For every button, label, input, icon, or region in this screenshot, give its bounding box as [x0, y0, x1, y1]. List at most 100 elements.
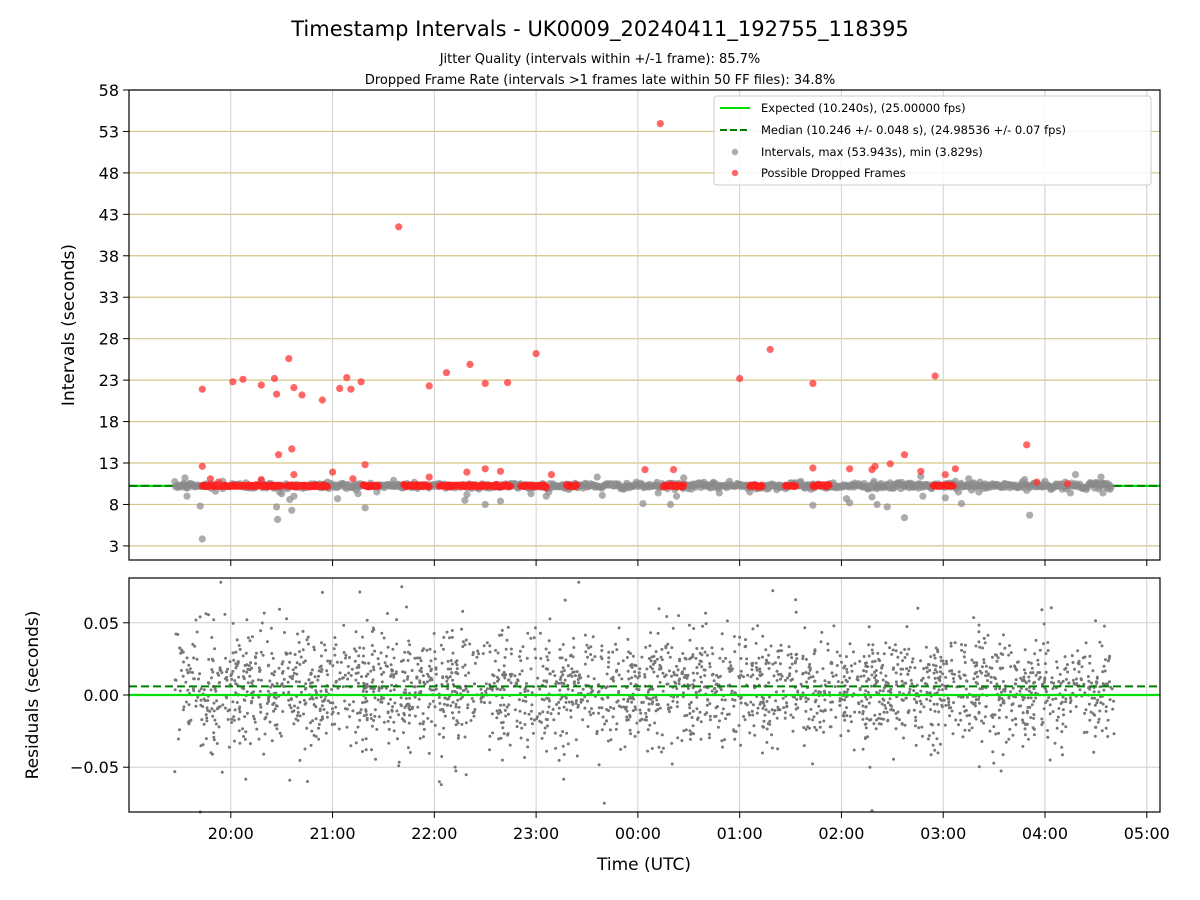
residual-point: [869, 695, 873, 699]
residual-point: [281, 710, 285, 713]
residual-point: [325, 669, 329, 673]
residual-point: [762, 719, 766, 723]
residual-point: [1102, 688, 1106, 692]
residual-point: [315, 696, 318, 700]
residual-point: [884, 641, 888, 645]
residual-point: [243, 715, 247, 719]
residual-point: [742, 715, 746, 718]
residual-point: [278, 731, 282, 735]
residual-point: [324, 648, 328, 652]
dropped-frame-point: [941, 471, 949, 479]
residual-point: [1095, 701, 1099, 705]
residual-point: [387, 727, 391, 731]
residual-point: [295, 672, 299, 676]
residual-point: [191, 642, 195, 646]
residual-point: [861, 747, 865, 751]
residual-point: [706, 698, 710, 702]
residual-point: [380, 631, 384, 635]
residual-point: [830, 671, 834, 675]
residual-point: [317, 674, 320, 678]
residual-point: [591, 635, 595, 639]
x-tick-label: 04:00: [1022, 824, 1068, 843]
residual-point: [1060, 730, 1064, 734]
residual-point: [501, 720, 505, 724]
residual-point: [557, 681, 561, 685]
residual-point: [776, 673, 780, 676]
residual-point: [418, 736, 422, 740]
residual-point: [364, 696, 368, 700]
residual-point: [874, 669, 878, 672]
residual-point: [369, 686, 373, 690]
residual-point: [808, 726, 811, 730]
residual-point: [273, 707, 277, 711]
residual-point: [1011, 702, 1015, 706]
residual-point: [794, 598, 798, 602]
residual-point: [997, 716, 1001, 720]
residual-point: [631, 709, 635, 713]
residual-point: [655, 698, 659, 702]
residual-point: [723, 738, 727, 742]
residual-point: [303, 747, 307, 751]
residual-point: [562, 669, 566, 673]
residual-point: [451, 651, 455, 655]
residual-point: [980, 665, 984, 669]
residual-point: [293, 704, 296, 708]
residual-point: [838, 654, 842, 658]
residual-point: [868, 765, 872, 769]
residual-point: [461, 609, 465, 613]
residual-point: [464, 674, 468, 677]
residual-point: [299, 690, 303, 694]
residual-point: [690, 716, 694, 719]
residual-point: [930, 723, 934, 727]
residual-point: [672, 695, 676, 699]
residual-point: [1009, 651, 1013, 655]
residual-point: [656, 674, 660, 678]
dropped-frame-point: [361, 461, 369, 469]
residual-point: [442, 710, 446, 714]
residual-point: [643, 673, 647, 676]
residual-point: [1015, 668, 1019, 672]
residual-point: [614, 642, 617, 646]
residual-point: [809, 707, 813, 711]
residual-point: [275, 727, 279, 731]
residual-point: [446, 687, 450, 691]
residual-point: [756, 624, 760, 628]
residual-point: [372, 665, 375, 669]
residual-point: [647, 657, 651, 660]
residual-point: [765, 658, 768, 662]
residual-point: [271, 656, 275, 660]
residual-point: [416, 705, 420, 709]
residual-point: [406, 675, 410, 679]
residual-point: [391, 705, 395, 709]
residual-point: [922, 705, 926, 709]
residual-point: [209, 688, 213, 692]
residual-point: [892, 757, 895, 761]
residual-point: [230, 672, 234, 676]
residual-point: [691, 724, 695, 728]
residual-point: [314, 717, 318, 721]
residual-point: [749, 700, 753, 704]
residual-point: [374, 757, 378, 761]
dropped-frame-point: [547, 471, 556, 479]
residual-point: [739, 673, 743, 677]
residual-point: [1085, 730, 1089, 734]
residual-point: [454, 769, 458, 773]
residual-point: [751, 703, 755, 707]
residual-point: [1108, 654, 1112, 658]
residual-point: [464, 721, 468, 725]
residual-point: [795, 697, 799, 701]
residual-point: [1027, 660, 1031, 664]
residual-point: [965, 714, 969, 718]
residual-point: [696, 718, 699, 721]
residual-point: [1093, 696, 1097, 700]
residual-point: [354, 649, 358, 653]
residual-point: [574, 738, 578, 742]
residual-point: [738, 635, 742, 639]
residual-point: [193, 644, 197, 648]
residual-point: [488, 650, 492, 654]
residual-point: [645, 667, 649, 671]
residual-point: [382, 696, 386, 700]
residual-point: [445, 630, 449, 634]
residual-point: [778, 708, 782, 712]
residual-point: [377, 689, 381, 693]
